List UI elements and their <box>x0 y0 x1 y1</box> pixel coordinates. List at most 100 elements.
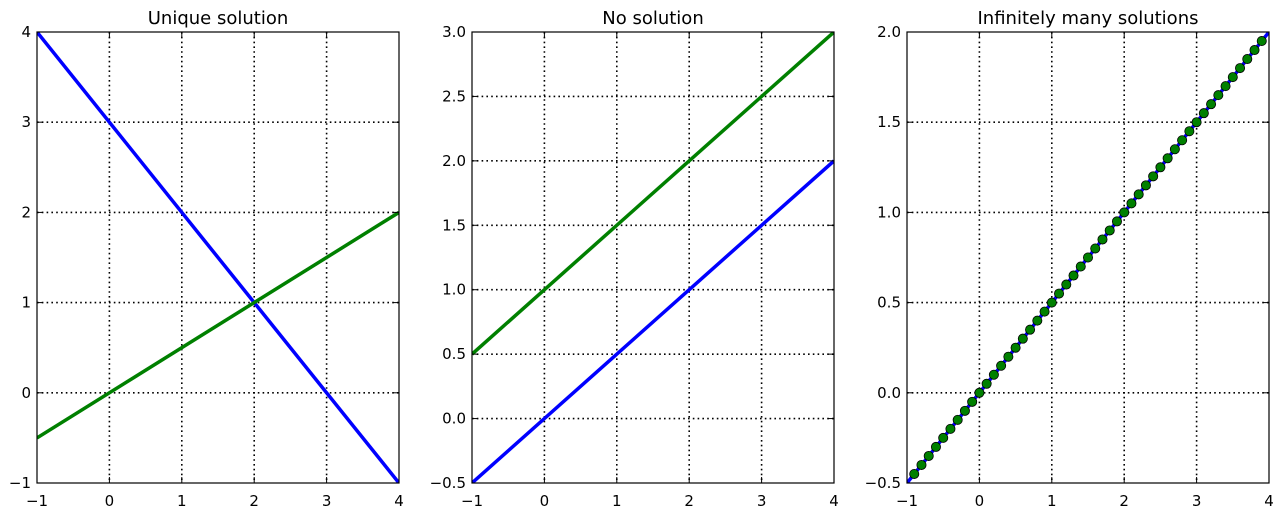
data-point <box>981 378 992 389</box>
data-point <box>930 441 941 452</box>
y-tick-label: 0 <box>21 384 31 402</box>
series-group <box>37 32 399 483</box>
x-tick-label: 4 <box>829 492 839 510</box>
x-tick-label: −1 <box>26 492 48 510</box>
y-tick-label: 2 <box>21 203 31 221</box>
data-point <box>1090 243 1101 254</box>
y-tick-label: 4 <box>21 23 31 41</box>
y-tick-label: −1 <box>9 474 31 492</box>
data-point <box>1242 54 1253 65</box>
x-tick-label: 2 <box>249 492 259 510</box>
data-point <box>1235 63 1246 74</box>
data-point <box>1148 171 1159 182</box>
data-point <box>1104 225 1115 236</box>
data-point <box>1061 279 1072 290</box>
series-group <box>907 32 1269 483</box>
data-point <box>909 468 920 479</box>
x-tick-label: −1 <box>896 492 918 510</box>
data-point <box>1162 153 1173 164</box>
data-point <box>1256 36 1267 47</box>
data-point <box>1198 108 1209 119</box>
data-point <box>1126 198 1137 209</box>
x-tick-label: −1 <box>461 492 483 510</box>
x-tick-label: 4 <box>1264 492 1274 510</box>
data-point <box>1097 234 1108 245</box>
data-point <box>1025 324 1036 335</box>
data-point <box>1249 45 1260 56</box>
y-tick-label: 1.0 <box>877 203 901 221</box>
y-tick-label: 2.5 <box>442 87 466 105</box>
data-point <box>1003 351 1014 362</box>
y-tick-label: 1.5 <box>442 216 466 234</box>
data-point <box>1169 144 1180 155</box>
data-point <box>1184 126 1195 137</box>
data-point <box>945 423 956 434</box>
x-tick-label: 3 <box>757 492 767 510</box>
x-tick-label: 3 <box>322 492 332 510</box>
series-line-2 <box>472 32 834 356</box>
y-tick-label: 0.5 <box>877 294 901 312</box>
data-point <box>988 369 999 380</box>
x-tick-label: 0 <box>105 492 115 510</box>
y-tick-label: 2.0 <box>442 152 466 170</box>
x-tick-label: 1 <box>1047 492 1057 510</box>
data-point <box>1054 288 1065 299</box>
data-point <box>952 414 963 425</box>
data-point <box>1191 117 1202 128</box>
data-point <box>1155 162 1166 173</box>
axes-frame <box>36 31 400 484</box>
chart-panel-1: −1 0 1 2 3 4 −1 0 1 2 3 4 Unique solution <box>9 8 404 510</box>
x-tick-label: 1 <box>177 492 187 510</box>
data-point <box>938 432 949 443</box>
y-tick-label: −0.5 <box>430 474 466 492</box>
chart-title: Infinitely many solutions <box>978 8 1199 29</box>
data-point <box>1111 216 1122 227</box>
data-point <box>923 450 934 461</box>
chart-panel-2: −1 0 1 2 3 4 −0.5 0.0 0.5 1.0 1.5 2.0 2.5 3.0 No solut… <box>430 8 839 510</box>
x-tick-label: 2 <box>684 492 694 510</box>
y-tick-label: 1.5 <box>877 113 901 131</box>
chart-title: Unique solution <box>148 8 289 29</box>
y-tick-label: 0.5 <box>442 345 466 363</box>
data-point <box>1220 81 1231 92</box>
y-tick-label: 3 <box>21 113 31 131</box>
series-line-1 <box>472 159 834 483</box>
y-tick-label: 1.0 <box>442 281 466 299</box>
series-group <box>472 32 834 483</box>
data-point <box>916 459 927 470</box>
x-tick-label: 4 <box>394 492 404 510</box>
y-tick-label: 1 <box>21 294 31 312</box>
data-point <box>959 405 970 416</box>
x-tick-label: 0 <box>975 492 985 510</box>
data-point <box>1140 180 1151 191</box>
data-point <box>1010 342 1021 353</box>
series-line-1 <box>37 32 399 483</box>
y-tick-label: −0.5 <box>865 474 901 492</box>
y-tick-label: 0.0 <box>877 384 901 402</box>
data-point <box>1075 261 1086 272</box>
data-point <box>967 396 978 407</box>
y-tick-label: 0.0 <box>442 410 466 428</box>
y-tick-label: 2.0 <box>877 23 901 41</box>
data-point <box>1119 207 1130 218</box>
x-tick-label: 2 <box>1119 492 1129 510</box>
data-point <box>1068 270 1079 281</box>
data-point <box>1083 252 1094 263</box>
data-point <box>1177 135 1188 146</box>
x-tick-label: 0 <box>540 492 550 510</box>
axes-frame <box>906 31 1270 484</box>
data-point <box>1213 90 1224 101</box>
y-tick-label: 3.0 <box>442 23 466 41</box>
x-tick-label: 1 <box>612 492 622 510</box>
data-point <box>1227 72 1238 83</box>
data-point <box>1133 189 1144 200</box>
data-point <box>1206 99 1217 110</box>
data-point <box>1046 297 1057 308</box>
data-point <box>974 387 985 398</box>
x-tick-label: 3 <box>1192 492 1202 510</box>
data-point <box>1032 315 1043 326</box>
chart-panel-3: −1 0 1 2 3 4 −0.5 0.0 0.5 1.0 1.5 2.0 Infinitely man… <box>865 8 1274 510</box>
series-line-2 <box>37 210 399 440</box>
data-point <box>1039 306 1050 317</box>
